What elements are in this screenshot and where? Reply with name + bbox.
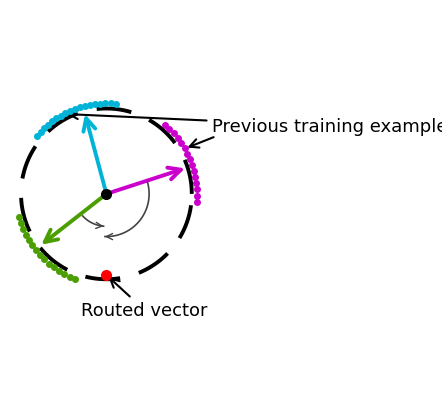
Text: Routed vector: Routed vector — [81, 279, 208, 320]
Text: Previous training examples: Previous training examples — [69, 111, 442, 136]
